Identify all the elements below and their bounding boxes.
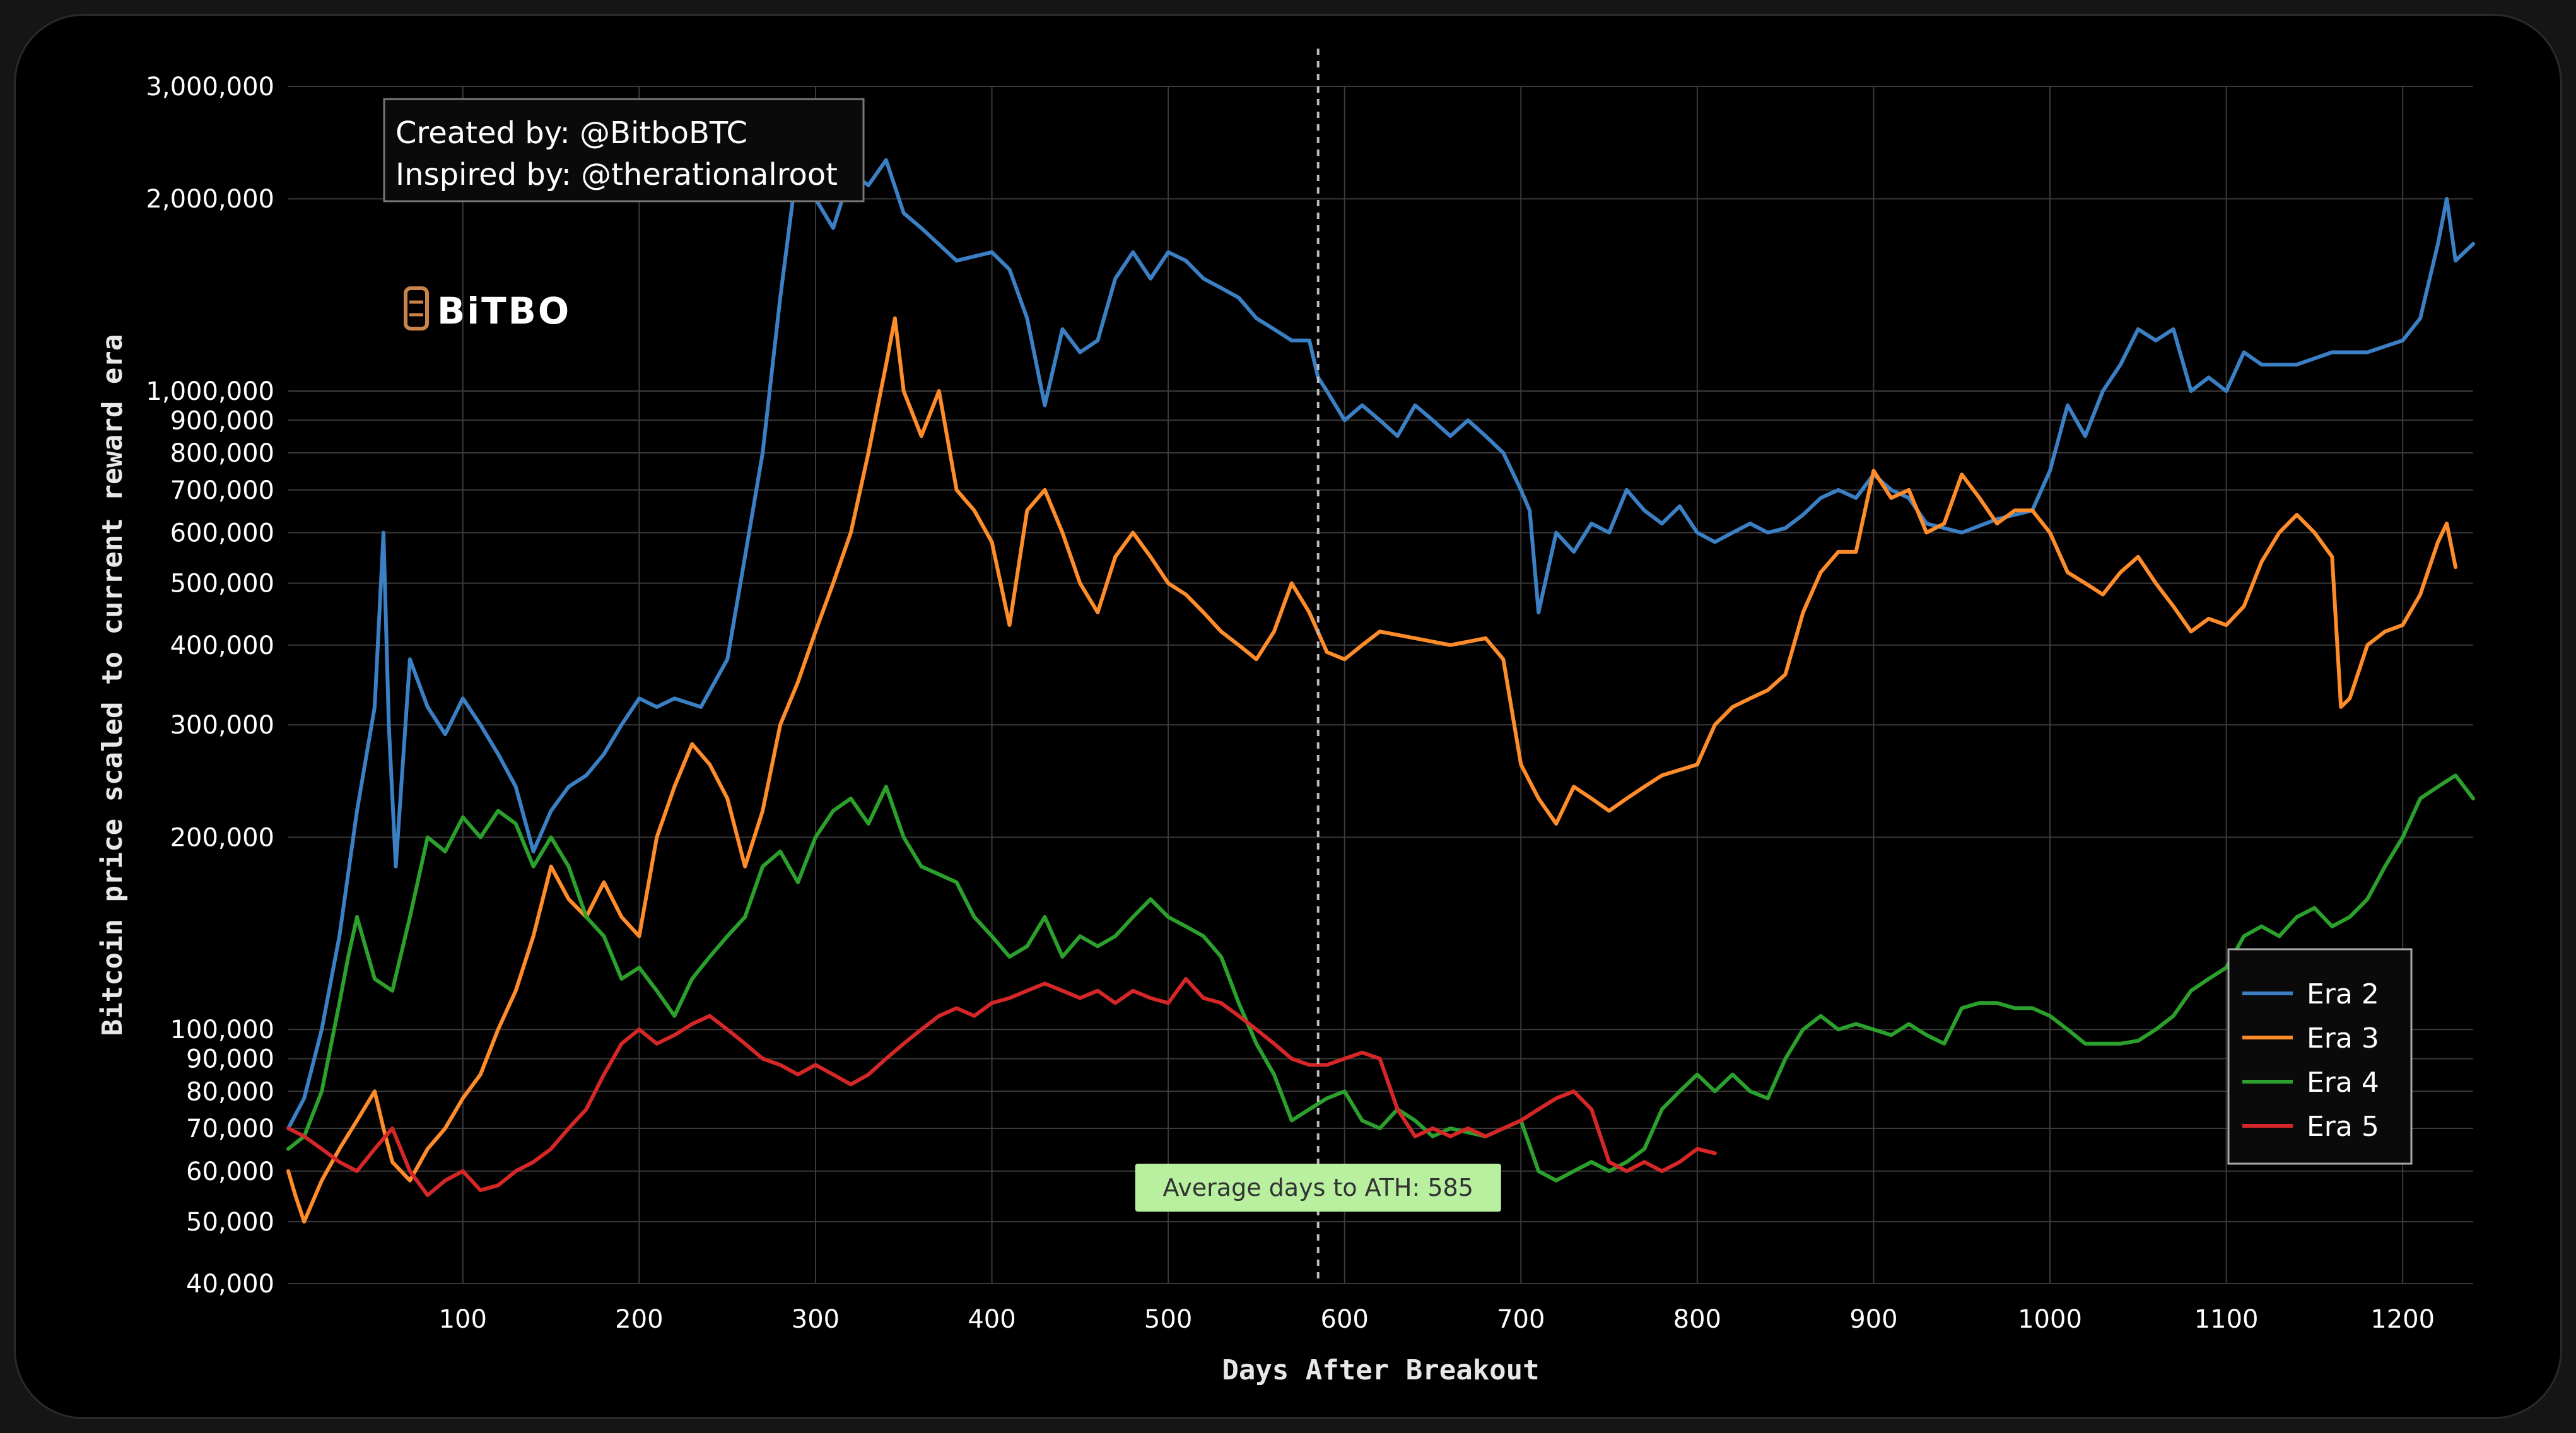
x-tick-label: 200 <box>615 1305 663 1334</box>
y-tick-label: 300,000 <box>170 711 274 740</box>
legend-label: Era 4 <box>2307 1067 2379 1099</box>
brand-logo: BiTBO <box>404 286 571 332</box>
x-axis-tick-labels: 100 200 300 400 500 600 700 800 900 1000 1100 1200 <box>439 1305 2435 1334</box>
y-tick-label: 2,000,000 <box>146 185 274 214</box>
legend-label: Era 3 <box>2307 1022 2379 1055</box>
y-tick-label: 800,000 <box>170 439 274 468</box>
credits-box: Created by: @BitboBTC Inspired by: @ther… <box>383 98 865 202</box>
legend-label: Era 5 <box>2307 1111 2379 1143</box>
y-tick-label: 500,000 <box>170 570 274 599</box>
series-line-era-5 <box>286 977 1717 1197</box>
annotation-box: Average days to ATH: 585 <box>1135 1164 1501 1212</box>
series-line-era-2 <box>286 158 2475 1130</box>
x-tick-label: 800 <box>1673 1305 1721 1334</box>
y-tick-label: 900,000 <box>170 406 274 435</box>
y-tick-label: 100,000 <box>170 1015 274 1044</box>
y-tick-label: 90,000 <box>186 1045 274 1074</box>
x-tick-label: 700 <box>1497 1305 1545 1334</box>
x-tick-label: 600 <box>1321 1305 1369 1334</box>
x-tick-label: 100 <box>439 1305 487 1334</box>
x-gridlines <box>462 86 2404 1284</box>
y-tick-label: 600,000 <box>170 519 274 548</box>
y-tick-label: 80,000 <box>186 1077 274 1106</box>
y-tick-label: 50,000 <box>186 1208 274 1237</box>
y-tick-label: 700,000 <box>170 476 274 505</box>
x-tick-label: 500 <box>1144 1305 1192 1334</box>
legend-items: Era 2 Era 3 Era 4 Era 5 <box>2242 978 2379 1143</box>
y-tick-label: 1,000,000 <box>146 377 274 406</box>
x-tick-label: 900 <box>1849 1305 1897 1334</box>
annotation-text: Average days to ATH: 585 <box>1163 1174 1473 1202</box>
x-tick-label: 300 <box>792 1305 840 1334</box>
annotation-background <box>1135 1164 1501 1212</box>
legend: Era 2 Era 3 Era 4 Era 5 <box>2227 948 2413 1165</box>
x-tick-label: 400 <box>968 1305 1016 1334</box>
bitbo-logo-icon <box>404 286 429 330</box>
y-tick-label: 200,000 <box>170 823 274 852</box>
series-line-era-4 <box>286 773 2475 1183</box>
y-tick-label: 70,000 <box>186 1114 274 1143</box>
y-tick-label: 3,000,000 <box>146 73 274 102</box>
y-tick-label: 40,000 <box>186 1270 274 1299</box>
legend-label: Era 2 <box>2307 978 2379 1010</box>
chart-frame: 40,000 50,000 60,000 70,000 80,000 90,000 100,… <box>14 14 2562 1419</box>
brand-name: BiTBO <box>437 290 571 332</box>
y-axis-tick-labels: 40,000 50,000 60,000 70,000 80,000 90,000100,… <box>146 73 274 1299</box>
y-axis-title: Bitcoin price scaled to current reward e… <box>97 334 129 1036</box>
series-lines <box>286 158 2475 1224</box>
x-tick-label: 1200 <box>2370 1305 2435 1334</box>
y-tick-label: 400,000 <box>170 631 274 660</box>
y-gridlines <box>288 86 2473 1284</box>
x-tick-label: 1000 <box>2018 1305 2082 1334</box>
y-tick-label: 60,000 <box>186 1157 274 1186</box>
x-axis-title: Days After Breakout <box>1222 1354 1539 1386</box>
credit-inspired-by: Inspired by: @therationalroot <box>395 157 838 192</box>
credit-created-by: Created by: @BitboBTC <box>395 115 747 151</box>
line-chart: 40,000 50,000 60,000 70,000 80,000 90,000100,… <box>97 49 2475 1386</box>
series-line-era-3 <box>286 316 2457 1224</box>
x-tick-label: 1100 <box>2194 1305 2259 1334</box>
